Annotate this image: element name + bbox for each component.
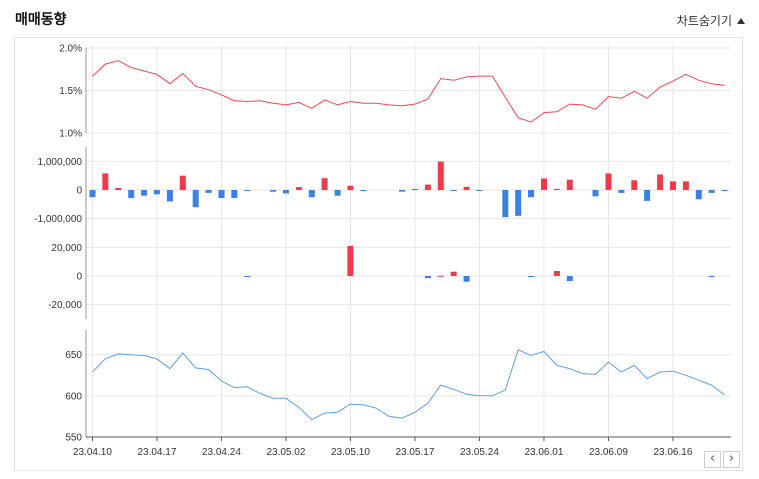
rate-line xyxy=(92,60,725,123)
individual-bar xyxy=(102,173,109,190)
x-tick-label: 23.05.24 xyxy=(460,447,499,458)
triangle-up-icon xyxy=(737,17,745,24)
foreign-bar xyxy=(528,276,534,277)
individual-bar xyxy=(592,190,599,197)
individual-bar xyxy=(321,178,328,190)
hide-chart-toggle[interactable]: 차트숨기기 xyxy=(677,12,745,29)
x-tick-label: 23.06.16 xyxy=(653,447,692,458)
individual-bar xyxy=(541,178,547,190)
individual-bar xyxy=(295,187,302,190)
x-tick-label: 23.04.17 xyxy=(137,447,176,458)
foreign-bar xyxy=(347,245,354,276)
foreign-bar xyxy=(708,276,715,277)
x-tick-label: 23.05.10 xyxy=(331,447,370,458)
foreign-bar xyxy=(437,275,444,277)
individual-bar xyxy=(153,190,160,195)
y-tick-label: 550 xyxy=(65,433,82,444)
foreign-bar xyxy=(553,271,560,276)
y-tick-label: 600 xyxy=(65,391,82,402)
individual-bar xyxy=(205,190,212,193)
individual-bar xyxy=(631,180,638,190)
chart-panel xyxy=(14,37,743,471)
individual-bar xyxy=(270,190,277,192)
y-tick-label: 1.0% xyxy=(59,129,82,140)
hide-chart-label: 차트숨기기 xyxy=(676,14,732,28)
individual-bar xyxy=(708,190,715,193)
x-tick-label: 23.04.10 xyxy=(73,447,112,458)
individual-bar xyxy=(618,190,625,193)
y-tick-label: 2.0% xyxy=(59,44,82,55)
individual-bar xyxy=(334,190,341,196)
chevron-right-icon: › xyxy=(728,451,735,466)
individual-bar xyxy=(605,173,612,190)
individual-bar xyxy=(347,185,354,190)
individual-bar xyxy=(437,161,444,190)
y-tick-label: 20,000 xyxy=(51,243,82,254)
individual-bar xyxy=(89,190,96,198)
x-tick-label: 23.06.09 xyxy=(589,447,628,458)
individual-bar xyxy=(399,190,406,192)
individual-bar xyxy=(128,190,135,198)
y-tick-label: 0 xyxy=(76,186,82,197)
individual-bar xyxy=(463,186,470,190)
individual-bar xyxy=(695,190,702,200)
individual-bar xyxy=(566,179,573,190)
individual-bar xyxy=(141,190,148,196)
prev-page-button[interactable]: ‹ xyxy=(704,451,721,468)
individual-bar xyxy=(166,190,173,202)
individual-bar xyxy=(657,174,664,190)
x-tick-label: 23.05.17 xyxy=(395,447,434,458)
individual-bar xyxy=(411,188,418,190)
y-tick-label: 1,000,000 xyxy=(38,157,83,168)
foreign-bar xyxy=(566,276,573,281)
y-tick-label: 1.5% xyxy=(59,86,82,97)
x-tick-label: 23.06.01 xyxy=(524,447,563,458)
x-tick-label: 23.05.02 xyxy=(266,447,305,458)
x-tick-label: 23.04.24 xyxy=(202,447,241,458)
individual-bar xyxy=(682,181,689,190)
y-tick-label: -1,000,000 xyxy=(34,214,82,225)
individual-bar xyxy=(721,190,728,192)
foreign-bar xyxy=(463,276,470,282)
foreign-bar xyxy=(450,271,457,276)
foreign-bar xyxy=(424,276,431,279)
individual-bar xyxy=(244,190,251,191)
chevron-left-icon: ‹ xyxy=(709,451,716,466)
individual-bar xyxy=(308,190,315,198)
individual-bar xyxy=(515,190,522,216)
individual-bar xyxy=(115,188,122,190)
page-title: 매매동향 xyxy=(15,11,67,27)
individual-bar xyxy=(553,188,560,190)
individual-bar xyxy=(528,190,534,198)
individual-bar xyxy=(218,190,225,198)
individual-bar xyxy=(231,190,238,198)
individual-bar xyxy=(502,190,509,218)
y-tick-label: 0 xyxy=(76,272,82,283)
individual-bar xyxy=(360,190,367,191)
price-line xyxy=(92,349,725,421)
individual-bar xyxy=(179,175,186,190)
individual-bar xyxy=(424,184,431,190)
individual-bar xyxy=(670,181,676,190)
individual-bar xyxy=(283,190,289,194)
individual-bar xyxy=(476,190,483,191)
individual-bar xyxy=(644,190,651,201)
individual-bar xyxy=(450,190,457,191)
next-page-button[interactable]: › xyxy=(723,451,740,468)
individual-bar xyxy=(192,190,199,208)
foreign-bar xyxy=(244,276,251,277)
y-tick-label: -20,000 xyxy=(48,300,82,311)
y-tick-label: 650 xyxy=(65,350,82,361)
